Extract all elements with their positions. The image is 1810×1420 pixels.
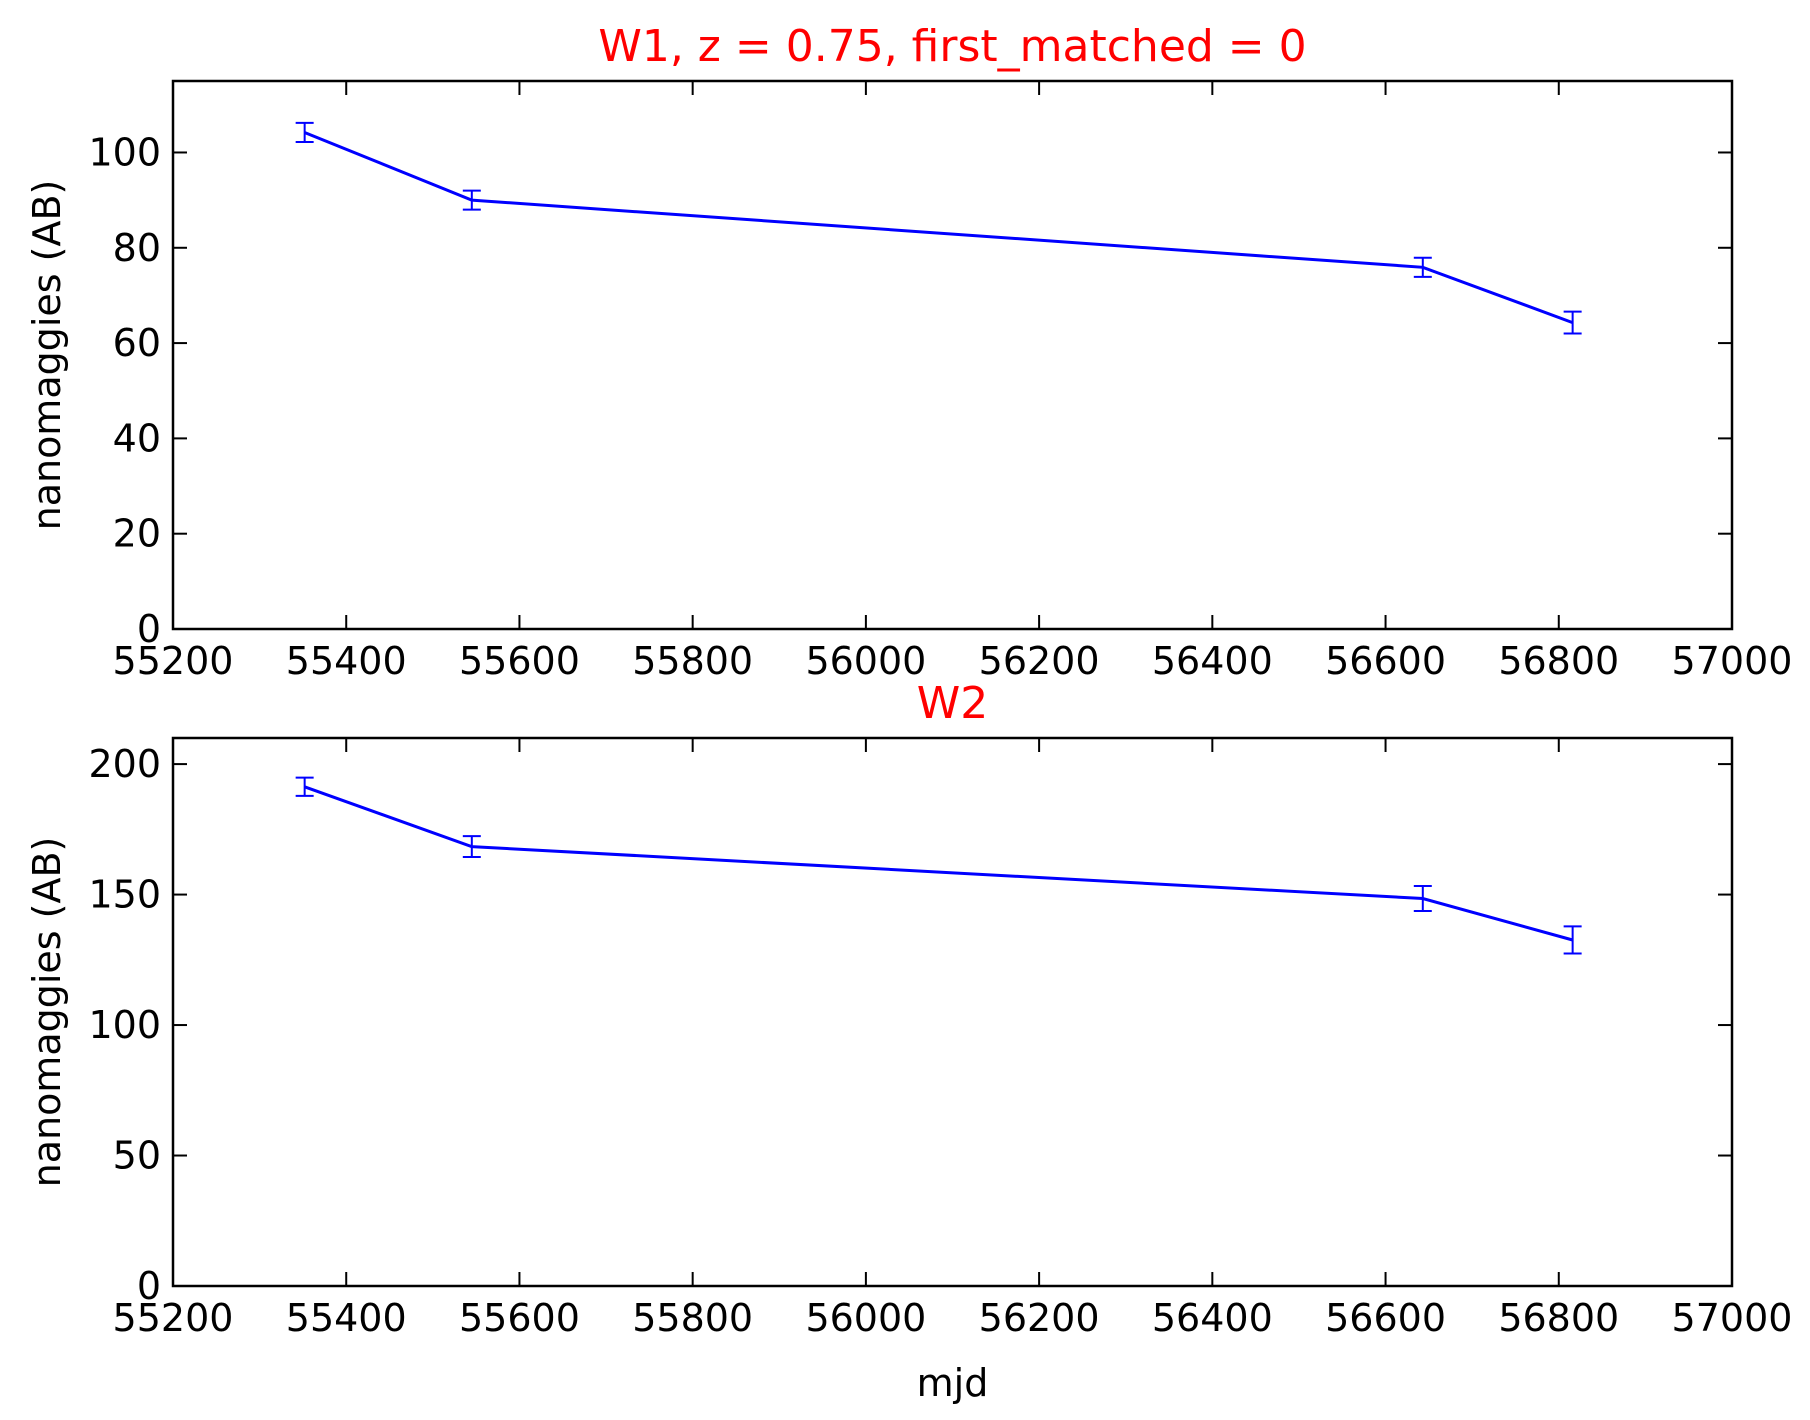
w1-y-tick-label: 0	[137, 607, 161, 651]
w2-x-tick-label: 55400	[286, 1296, 407, 1340]
w1-error-bar	[1413, 256, 1432, 278]
w1-error-bar	[462, 189, 481, 211]
w2-plot-frame	[171, 736, 1734, 1288]
w1-error-bar	[295, 121, 314, 143]
w2-error-bar	[1563, 925, 1582, 955]
w2-x-tick-label: 56600	[1325, 1296, 1446, 1340]
w2-y-tick-label: 0	[137, 1264, 161, 1308]
w2-x-tick-label: 56200	[979, 1296, 1100, 1340]
w1-x-tick-label: 56000	[805, 639, 926, 683]
w1-x-tick-label: 56400	[1152, 639, 1273, 683]
w2-error-bar	[1413, 884, 1432, 913]
w2-y-tick-label: 100	[88, 1003, 161, 1047]
w1-x-tick-label: 55600	[459, 639, 580, 683]
w1-error-bar	[1563, 310, 1582, 335]
w1-y-tick-label: 20	[113, 512, 161, 556]
w1-y-tick-label: 60	[113, 321, 161, 365]
w1-y-tick-label: 40	[113, 416, 161, 460]
w2-y-tick-label: 150	[88, 873, 161, 917]
w2-x-axis-label: mjd	[917, 1361, 989, 1405]
w1-x-tick-label: 57000	[1672, 639, 1793, 683]
w2-x-tick-label: 56400	[1152, 1296, 1273, 1340]
w2-x-tick-label: 56800	[1498, 1296, 1619, 1340]
w2-error-bar	[462, 835, 481, 858]
w1-plot-frame	[171, 79, 1734, 631]
w1-y-tick-label: 80	[113, 226, 161, 270]
w2-x-tick-label: 55800	[632, 1296, 753, 1340]
w1-y-axis-label: nanomaggies (AB)	[25, 180, 69, 531]
w2-x-tick-label: 55200	[113, 1296, 234, 1340]
w1-title: W1, z = 0.75, first_matched = 0	[598, 21, 1306, 72]
w2-x-tick-label: 56000	[805, 1296, 926, 1340]
w2-series-line	[304, 785, 1574, 942]
w1-x-tick-label: 55200	[113, 639, 234, 683]
w1-y-tick-label: 100	[88, 130, 161, 174]
w1-panel: W1, z = 0.75, first_matched = 0 nanomagg…	[25, 21, 1792, 683]
w2-y-tick-label: 200	[88, 742, 161, 786]
w1-x-tick-label: 56200	[979, 639, 1100, 683]
w2-y-tick-label: 50	[113, 1134, 161, 1178]
w2-x-tick-label: 57000	[1672, 1296, 1793, 1340]
w2-panel: W2 nanomaggies (AB) mjd 55200 55400 55600 5…	[25, 678, 1792, 1405]
w1-x-tick-label: 55800	[632, 639, 753, 683]
w1-series-line	[304, 131, 1574, 325]
w2-title: W2	[917, 678, 989, 729]
w1-x-tick-label: 56600	[1325, 639, 1446, 683]
w2-y-axis-label: nanomaggies (AB)	[25, 837, 69, 1188]
w2-error-bar	[295, 776, 314, 797]
w1-x-tick-label: 56800	[1498, 639, 1619, 683]
w1-x-tick-label: 55400	[286, 639, 407, 683]
w2-x-tick-label: 55600	[459, 1296, 580, 1340]
